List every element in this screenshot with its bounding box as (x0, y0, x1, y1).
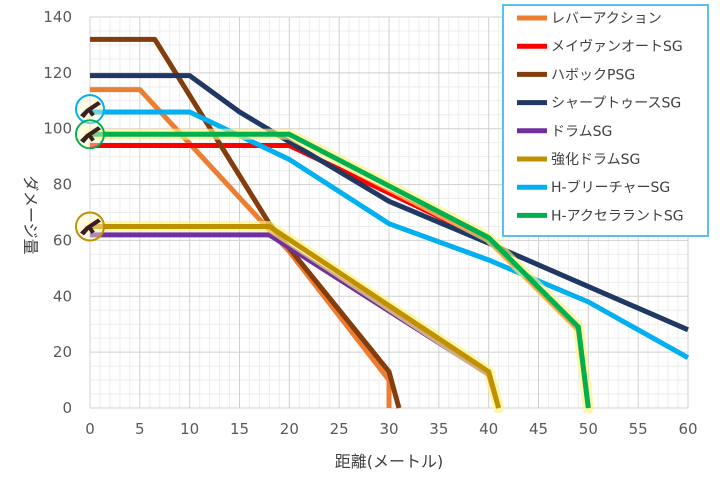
x-tick-label: 10 (180, 420, 199, 438)
legend-label: ドラムSG (551, 124, 612, 140)
x-tick-label: 5 (135, 420, 145, 438)
weapon-icon-grip (87, 108, 95, 117)
grid (89, 16, 689, 409)
x-tick-label: 60 (678, 420, 697, 438)
y-tick-label: 20 (53, 343, 72, 361)
y-tick-label: 100 (43, 120, 72, 138)
x-tick-label: 20 (280, 420, 299, 438)
x-tick-label: 45 (529, 420, 548, 438)
legend-label: メイヴァンオートSG (551, 38, 683, 55)
weapon-icon-ring (75, 119, 105, 150)
y-tick-label: 80 (53, 176, 72, 194)
legend-label: シャープトゥースSG (551, 96, 681, 112)
series-line (90, 131, 591, 409)
axes: 0 5 10 15 20 25 30 35 40 45 50 55 60 0 20 40 60 80 100 120 1… (43, 8, 697, 438)
weapon-icon (75, 94, 105, 125)
y-tick-label: 60 (53, 231, 72, 249)
weapon-icon-ring (75, 94, 105, 125)
y-tick-label: 120 (43, 64, 72, 82)
y-tick-label: 0 (62, 399, 72, 417)
series-line (90, 73, 689, 333)
weapon-icon (75, 211, 105, 242)
series-lines (84, 36, 690, 414)
y-axis-title: ダメージ量 (21, 175, 40, 254)
x-tick-label: 40 (479, 420, 498, 438)
x-tick-label: 50 (579, 420, 598, 438)
x-tick-label: 25 (330, 420, 349, 438)
y-tick-label: 40 (53, 287, 72, 305)
legend-label: レバーアクション (551, 11, 662, 27)
weapon-icon-ring (75, 211, 105, 242)
legend-label: H-ブリーチャーSG (551, 179, 670, 196)
x-axis-title: 距離(メートル) (335, 452, 444, 471)
weapon-markers (75, 94, 105, 242)
legend-box (502, 4, 709, 237)
weapon-icon (75, 119, 105, 150)
series-line (90, 109, 690, 360)
x-tick-label: 35 (429, 420, 448, 438)
y-tick-label: 140 (43, 8, 72, 26)
legend-label: ハボックPSG (551, 67, 635, 83)
x-tick-label: 55 (629, 420, 648, 438)
x-tick-label: 30 (379, 420, 398, 438)
x-tick-label: 15 (230, 420, 249, 438)
weapon-icon-grip (87, 133, 95, 142)
legend-label: H-アクセララントSG (551, 208, 684, 224)
x-tick-label: 0 (85, 420, 95, 438)
series-line (90, 223, 502, 409)
legend-label: 強化ドラムSG (551, 152, 640, 168)
weapon-icon-grip (87, 225, 95, 234)
